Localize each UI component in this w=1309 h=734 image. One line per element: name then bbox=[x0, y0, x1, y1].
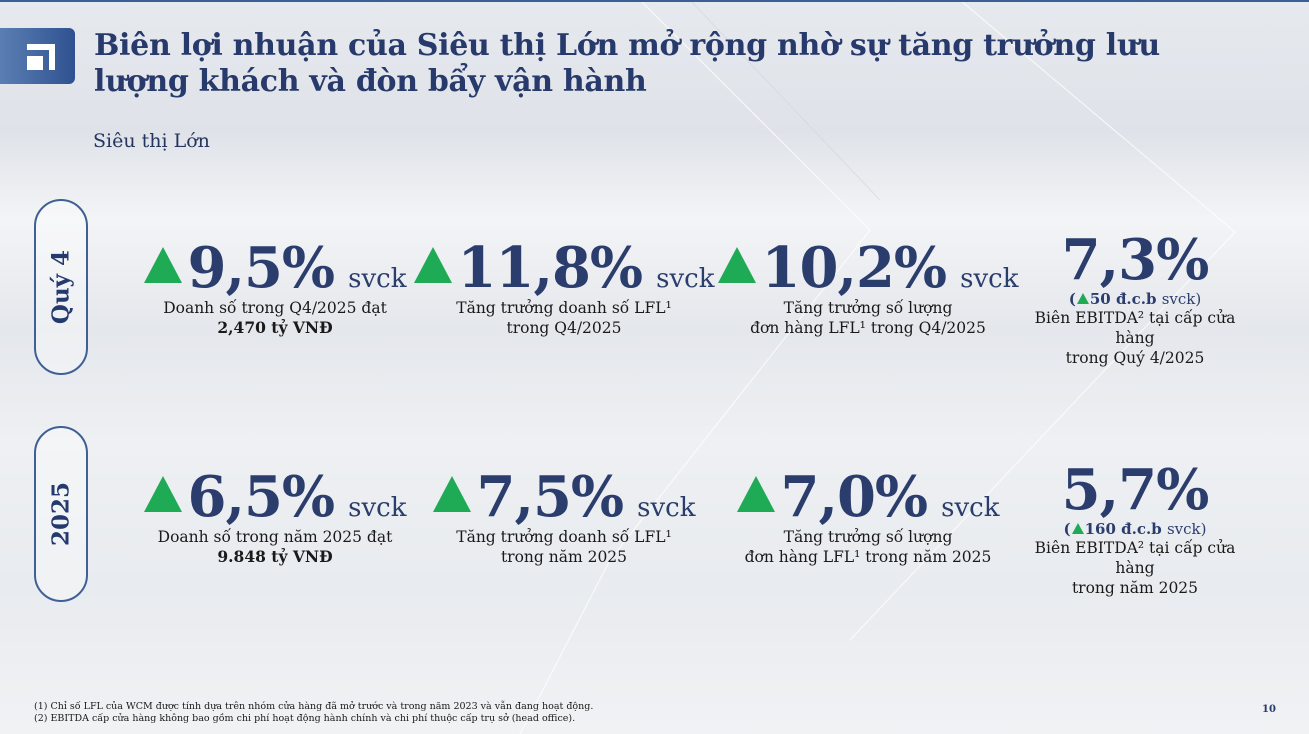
metric-value: 11,8% bbox=[457, 235, 644, 301]
metric-desc-line1: Tăng trưởng doanh số LFL¹ bbox=[456, 528, 672, 546]
metric-2025-lfl-sales: 7,5% svck Tăng trưởng doanh số LFL¹ tron… bbox=[432, 464, 696, 567]
metric-unit: svck bbox=[637, 493, 696, 523]
metric-value: 6,5% bbox=[187, 464, 336, 530]
metric-unit: svck bbox=[941, 493, 1000, 523]
bps-unit: svck) bbox=[1161, 290, 1202, 308]
logo bbox=[0, 28, 75, 84]
top-rule bbox=[0, 0, 1309, 2]
metric-q4-lfl-orders: 10,2% svck Tăng trưởng số lượng đơn hàng… bbox=[717, 235, 1018, 338]
metric-desc-line2: 2,470 tỷ VNĐ bbox=[217, 318, 333, 337]
footnote-2: (2) EBITDA cấp cửa hàng không bao gồm ch… bbox=[34, 713, 576, 724]
metric-desc-line1: Tăng trưởng số lượng bbox=[783, 528, 953, 546]
up-triangle-icon bbox=[143, 247, 182, 283]
metric-unit: svck bbox=[960, 264, 1019, 294]
metric-desc: Doanh số trong năm 2025 đạt 9.848 tỷ VNĐ bbox=[150, 527, 400, 567]
metric-desc-line2: trong Quý 4/2025 bbox=[1065, 349, 1205, 367]
metric-desc-line1: Doanh số trong năm 2025 đạt bbox=[157, 528, 393, 546]
metric-2025-lfl-orders: 7,0% svck Tăng trưởng số lượng đơn hàng … bbox=[736, 464, 1000, 567]
bps-value: 50 đ.c.b bbox=[1089, 290, 1157, 308]
up-triangle-icon bbox=[736, 476, 775, 512]
metric-desc: Biên EBITDA² tại cấp cửa hàng trong năm … bbox=[1014, 538, 1256, 598]
bps-unit: svck) bbox=[1166, 520, 1207, 538]
metric-value: 10,2% bbox=[761, 235, 948, 301]
metric-desc-line2: 9.848 tỷ VNĐ bbox=[217, 547, 333, 566]
up-triangle-icon bbox=[1071, 523, 1084, 534]
up-triangle-icon bbox=[432, 476, 471, 512]
metric-q4-lfl-sales: 11,8% svck Tăng trưởng doanh số LFL¹ tro… bbox=[413, 235, 714, 338]
metric-value: 9,5% bbox=[187, 235, 336, 301]
bps-open-paren: ( bbox=[1068, 290, 1076, 308]
metric-value: 7,3% bbox=[1061, 227, 1210, 293]
metric-desc-line1: Tăng trưởng doanh số LFL¹ bbox=[456, 299, 672, 317]
page-title: Biên lợi nhuận của Siêu thị Lớn mở rộng … bbox=[94, 28, 1160, 99]
metric-2025-sales: 6,5% svck Doanh số trong năm 2025 đạt 9.… bbox=[143, 464, 407, 567]
row-label-q4: Quý 4 bbox=[34, 199, 88, 375]
metric-desc-line1: Tăng trưởng số lượng bbox=[783, 299, 953, 317]
bps-value: 160 đ.c.b bbox=[1084, 520, 1162, 538]
metric-desc: Tăng trưởng doanh số LFL¹ trong Q4/2025 bbox=[428, 298, 700, 338]
up-triangle-icon bbox=[1076, 293, 1089, 304]
corner-bracket-logo-icon bbox=[27, 44, 55, 70]
metric-bps-change: (50 đ.c.b svck) bbox=[1014, 290, 1256, 308]
metric-desc-line2: trong năm 2025 bbox=[500, 548, 628, 566]
metric-desc-line2: trong Q4/2025 bbox=[506, 319, 622, 337]
metric-desc-line2: trong năm 2025 bbox=[1071, 579, 1199, 597]
metric-unit: svck bbox=[348, 493, 407, 523]
page-number: 10 bbox=[1262, 704, 1276, 715]
row-label-text: 2025 bbox=[47, 481, 75, 547]
footnotes: (1) Chỉ số LFL của WCM được tính dựa trê… bbox=[34, 701, 593, 725]
row-label-text: Quý 4 bbox=[47, 249, 75, 325]
up-triangle-icon bbox=[413, 247, 452, 283]
metric-value: 7,0% bbox=[780, 464, 929, 530]
metric-value: 7,5% bbox=[476, 464, 625, 530]
up-triangle-icon bbox=[717, 247, 756, 283]
metric-desc-line2: đơn hàng LFL¹ trong Q4/2025 bbox=[750, 319, 986, 337]
metric-desc-line2: đơn hàng LFL¹ trong năm 2025 bbox=[744, 548, 992, 566]
metric-desc: Tăng trưởng số lượng đơn hàng LFL¹ trong… bbox=[740, 527, 996, 567]
up-triangle-icon bbox=[143, 476, 182, 512]
metric-desc-line1: Biên EBITDA² tại cấp cửa hàng bbox=[1034, 539, 1236, 577]
metric-bps-change: (160 đ.c.b svck) bbox=[1014, 520, 1256, 538]
metric-unit: svck bbox=[656, 264, 715, 294]
metric-desc: Biên EBITDA² tại cấp cửa hàng trong Quý … bbox=[1014, 308, 1256, 368]
bps-open-paren: ( bbox=[1063, 520, 1071, 538]
metric-desc: Doanh số trong Q4/2025 đạt 2,470 tỷ VNĐ bbox=[150, 298, 400, 338]
metric-unit: svck bbox=[348, 264, 407, 294]
footnote-1: (1) Chỉ số LFL của WCM được tính dựa trê… bbox=[34, 701, 594, 712]
metric-desc-line1: Biên EBITDA² tại cấp cửa hàng bbox=[1034, 309, 1236, 347]
metric-q4-sales: 9,5% svck Doanh số trong Q4/2025 đạt 2,4… bbox=[143, 235, 407, 338]
section-subtitle: Siêu thị Lớn bbox=[93, 130, 210, 152]
metric-q4-ebitda: 7,3% (50 đ.c.b svck) Biên EBITDA² tại cấ… bbox=[1014, 230, 1256, 368]
metric-value: 5,7% bbox=[1061, 457, 1210, 523]
metric-desc: Tăng trưởng doanh số LFL¹ trong năm 2025 bbox=[440, 527, 688, 567]
metric-desc-line1: Doanh số trong Q4/2025 đạt bbox=[163, 299, 387, 317]
metric-2025-ebitda: 5,7% (160 đ.c.b svck) Biên EBITDA² tại c… bbox=[1014, 460, 1256, 598]
row-label-2025: 2025 bbox=[34, 426, 88, 602]
metric-desc: Tăng trưởng số lượng đơn hàng LFL¹ trong… bbox=[726, 298, 1010, 338]
